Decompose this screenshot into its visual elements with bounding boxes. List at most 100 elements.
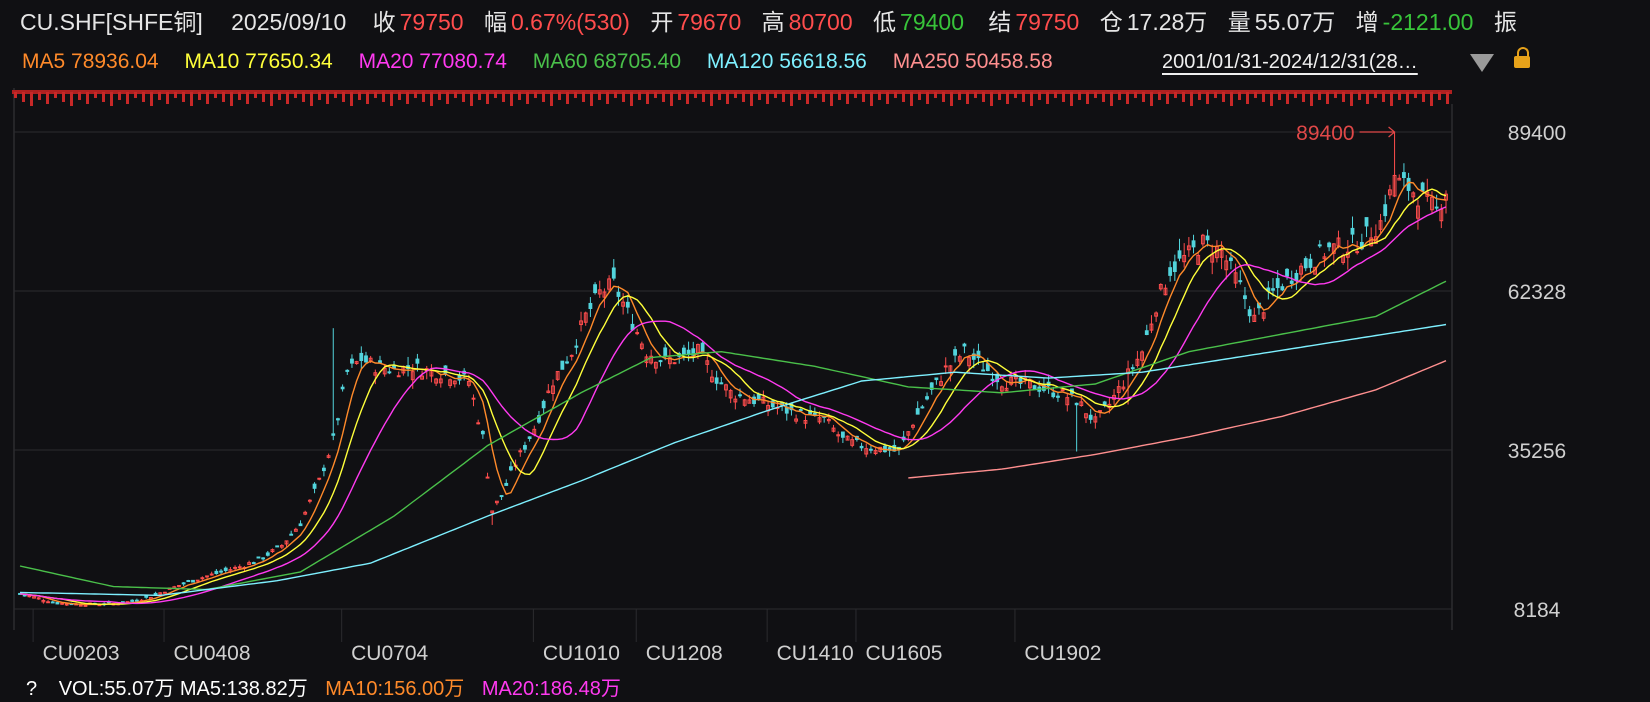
tick-strip-bar [190,92,193,106]
tick-strip-bar [734,92,737,98]
candle-body [317,477,322,480]
tick-strip-bar [870,92,873,106]
candle-body [565,361,569,364]
tick-strip-bar [990,92,993,106]
tick-strip-bar [750,92,753,106]
tick-strip-bar [1286,92,1289,104]
candle-body [625,301,630,308]
candle-body [1210,254,1215,263]
candle-body [1116,386,1121,393]
tick-strip-bar [1246,92,1249,104]
chart-svg[interactable]: 89400 62328 35256 8184 CU0203 CU0408 CU0704 CU1… [0,82,1650,672]
triangle-down-icon[interactable] [1470,54,1494,72]
tick-strip-bar [1366,92,1369,104]
ma10-legend[interactable]: MA10 77650.34 [184,50,333,73]
tick-strip-bar [1038,92,1041,100]
tick-strip-bar [582,92,585,102]
candle-body [1074,402,1079,406]
tick-strip-bar [1006,92,1009,104]
tick-strip-bar [422,92,425,102]
candle-body [1350,227,1355,235]
tick-strip-bar [462,92,465,102]
tick-strip-bar [958,92,961,100]
candle-body [569,354,574,357]
tick-strip-bar [174,92,177,98]
settle-label: 结 [988,9,1012,35]
tick-strip-bar [46,92,49,104]
candle-body [209,573,214,576]
tick-strip-bar [998,92,1001,100]
candle-body [1364,217,1369,227]
tick-strip-bar [1094,92,1097,98]
tick-strip-bar [374,92,377,98]
tick-strip-bar [438,92,441,100]
candle-body [158,592,163,595]
candle-body [579,320,583,326]
candle-body [953,349,957,356]
candle-body [920,406,925,409]
candle-body [1018,377,1023,384]
tick-strip-bar [1046,92,1049,104]
candle-body [452,380,457,385]
ma250-legend[interactable]: MA250 50458.58 [892,50,1053,73]
candle-body [551,385,555,395]
tick-strip-bar [62,92,65,102]
candle-body [1327,242,1332,248]
tick-strip-bar [54,92,57,98]
candle-body [415,358,420,364]
tick-strip-bar [574,92,577,98]
tick-strip-bar [158,92,161,100]
ma120-legend[interactable]: MA120 56618.56 [706,50,867,73]
candle-body [312,483,317,489]
tick-strip-bar [1406,92,1409,104]
tick-strip-bar [902,92,905,102]
tick-strip-bar [1270,92,1273,106]
candle-body [144,595,149,598]
tick-strip-bar [526,92,529,104]
candle-body [588,302,593,310]
candle-body [1444,193,1448,201]
lock-icon[interactable] [1514,47,1530,68]
tick-strip-bar [934,92,937,98]
candle-body [32,596,36,599]
tick-strip-bar [1214,92,1217,98]
tick-strip-bar [646,92,649,104]
tick-strip-bar [862,92,865,102]
tick-strip-bar [622,92,625,102]
help-icon[interactable]: ? [26,678,38,700]
candle-body [303,511,308,515]
candle-body [915,408,920,415]
candlestick-chart[interactable]: 89400 62328 35256 8184 CU0203 CU0408 CU0704 CU1… [0,82,1650,672]
ma5-legend[interactable]: MA5 78936.04 [22,50,159,73]
tick-strip-bar [974,92,977,98]
candle-body [1177,250,1182,259]
open-value: 79670 [677,9,742,35]
tick-strip-bar [1438,92,1441,100]
candle-body [621,301,626,307]
tick-strip-bar [638,92,641,100]
tick-strip-bar [1126,92,1129,104]
tick-strip-bar [1118,92,1121,100]
candle-body [803,420,808,424]
tick-strip-bar [614,92,617,98]
ma60-legend[interactable]: MA60 68705.40 [532,50,682,73]
candle-body [812,412,817,415]
candle-body [270,549,275,553]
candle-body [597,289,602,295]
tick-strip-bar [702,92,705,102]
candle-body [593,284,597,294]
candle-body [1261,312,1266,319]
tick-strip-bar [566,92,569,104]
candle-body [518,450,523,453]
tick-strip-bar [1278,92,1281,100]
tick-strip-bar [1222,92,1225,102]
ma20-legend[interactable]: MA20 77080.74 [358,50,507,73]
tick-strip-bar [1294,92,1297,98]
symbol-name[interactable]: CU.SHF[SHFE铜] [20,9,203,35]
tick-strip-bar [670,92,673,106]
tick-strip-bar [78,92,81,100]
candle-body [1219,249,1224,258]
date-range-selector[interactable]: 2001/01/31-2024/12/31(28… [1162,51,1418,73]
candle-body [738,394,742,397]
candle-body [191,579,195,583]
